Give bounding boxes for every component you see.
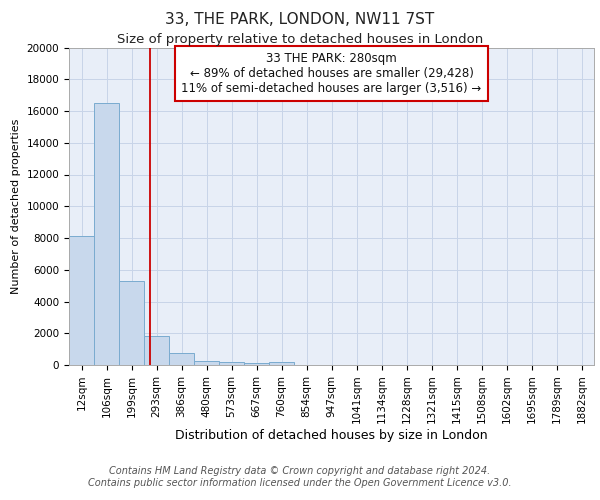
Bar: [119, 281, 144, 365]
Text: 33, THE PARK, LONDON, NW11 7ST: 33, THE PARK, LONDON, NW11 7ST: [166, 12, 434, 28]
Text: Contains HM Land Registry data © Crown copyright and database right 2024.
Contai: Contains HM Land Registry data © Crown c…: [88, 466, 512, 487]
Bar: [194, 360, 219, 365]
Bar: [244, 363, 269, 365]
Bar: [144, 336, 169, 365]
Bar: [94, 103, 119, 365]
X-axis label: Distribution of detached houses by size in London: Distribution of detached houses by size …: [175, 429, 488, 442]
Bar: [219, 362, 244, 365]
Bar: [69, 236, 94, 365]
Text: 33 THE PARK: 280sqm
← 89% of detached houses are smaller (29,428)
11% of semi-de: 33 THE PARK: 280sqm ← 89% of detached ho…: [181, 52, 482, 96]
Bar: [269, 362, 294, 365]
Text: Size of property relative to detached houses in London: Size of property relative to detached ho…: [117, 32, 483, 46]
Bar: [169, 353, 194, 365]
Y-axis label: Number of detached properties: Number of detached properties: [11, 118, 21, 294]
